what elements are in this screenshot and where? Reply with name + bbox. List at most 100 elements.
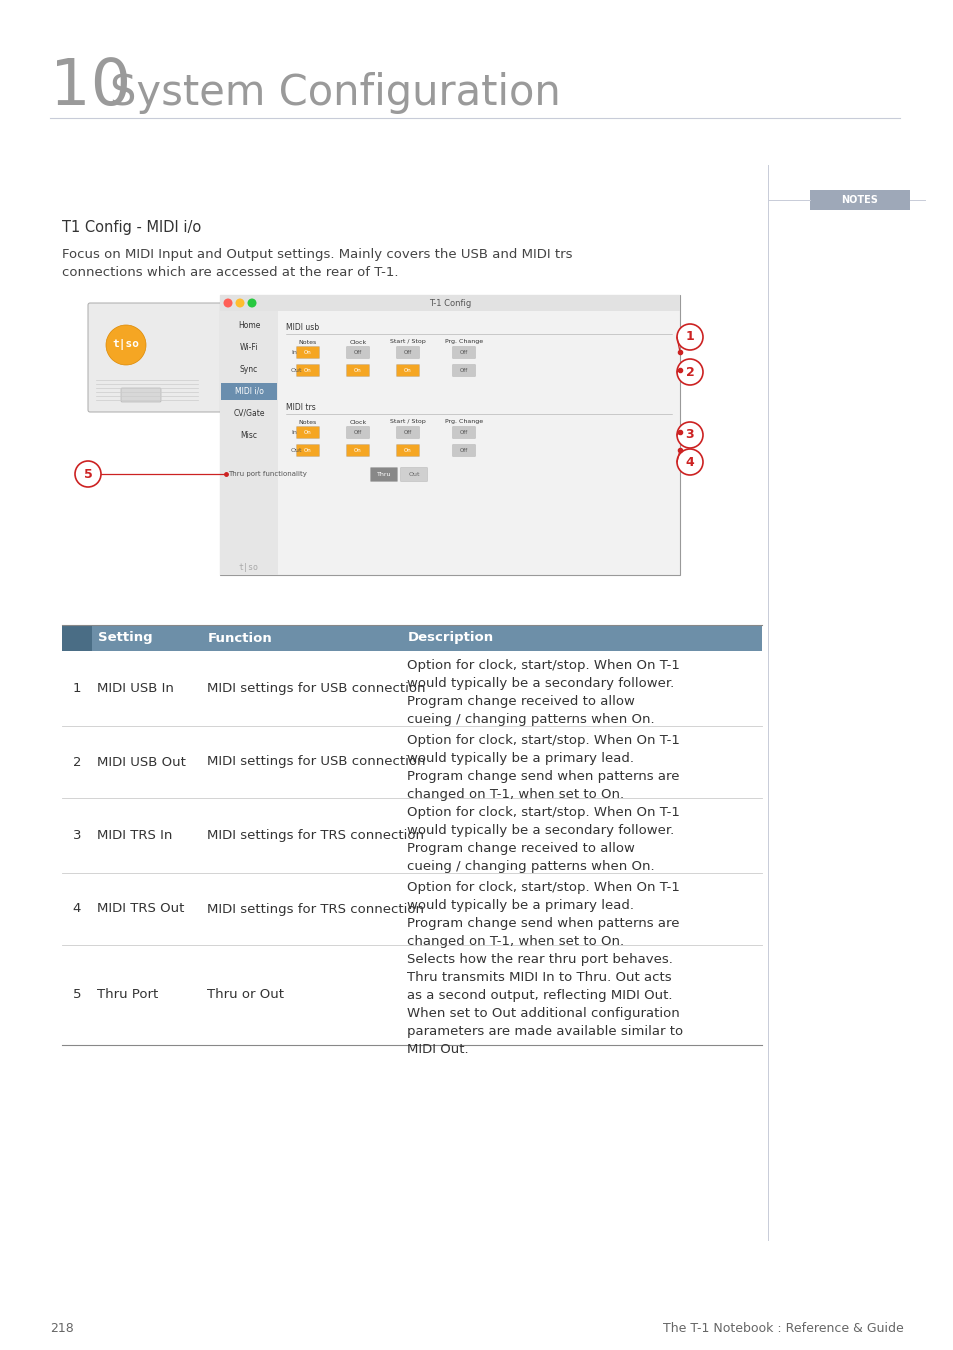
FancyBboxPatch shape [396, 364, 419, 377]
Circle shape [75, 460, 101, 487]
Text: On: On [304, 367, 312, 373]
Text: 5: 5 [84, 467, 92, 481]
FancyBboxPatch shape [62, 945, 761, 1045]
Text: 4: 4 [72, 903, 81, 915]
FancyBboxPatch shape [62, 873, 761, 945]
Text: Clock: Clock [349, 339, 366, 344]
Text: Notes: Notes [298, 420, 316, 424]
FancyBboxPatch shape [88, 302, 222, 412]
Circle shape [677, 450, 702, 475]
Circle shape [247, 298, 256, 308]
FancyBboxPatch shape [62, 651, 761, 726]
Text: Thru Port: Thru Port [97, 988, 158, 1002]
Text: Clock: Clock [349, 420, 366, 424]
FancyBboxPatch shape [370, 467, 397, 482]
FancyBboxPatch shape [452, 427, 475, 439]
Circle shape [677, 423, 702, 448]
Text: 10: 10 [50, 55, 132, 117]
Circle shape [677, 359, 702, 385]
Text: MIDI trs: MIDI trs [286, 402, 315, 412]
Text: Out: Out [291, 447, 302, 452]
Text: MIDI USB Out: MIDI USB Out [97, 756, 186, 768]
Text: Wi-Fi: Wi-Fi [239, 343, 258, 351]
Text: Off: Off [459, 350, 468, 355]
FancyBboxPatch shape [296, 427, 319, 439]
FancyBboxPatch shape [62, 798, 761, 873]
Text: Off: Off [459, 367, 468, 373]
FancyBboxPatch shape [396, 444, 419, 456]
FancyBboxPatch shape [62, 726, 761, 798]
FancyBboxPatch shape [809, 190, 909, 211]
Text: 1: 1 [685, 331, 694, 343]
FancyBboxPatch shape [221, 383, 276, 400]
Text: 218: 218 [50, 1322, 73, 1335]
FancyBboxPatch shape [62, 625, 91, 651]
Text: Prg. Change: Prg. Change [444, 420, 482, 424]
Text: Option for clock, start/stop. When On T-1
would typically be a primary lead.
Pro: Option for clock, start/stop. When On T-… [407, 882, 679, 948]
Text: Start / Stop: Start / Stop [390, 420, 425, 424]
FancyBboxPatch shape [62, 625, 761, 651]
Text: Focus on MIDI Input and Output settings. Mainly covers the USB and MIDI trs
conn: Focus on MIDI Input and Output settings.… [62, 248, 572, 279]
Text: MIDI settings for USB connection: MIDI settings for USB connection [207, 756, 425, 768]
Text: t|so: t|so [112, 339, 139, 351]
Text: Start / Stop: Start / Stop [390, 339, 425, 344]
Text: MIDI TRS In: MIDI TRS In [97, 829, 172, 842]
Text: Option for clock, start/stop. When On T-1
would typically be a primary lead.
Pro: Option for clock, start/stop. When On T-… [407, 734, 679, 801]
Text: T-1 Config: T-1 Config [429, 298, 471, 308]
FancyBboxPatch shape [346, 347, 369, 359]
Text: 4: 4 [685, 455, 694, 468]
Text: MIDI settings for TRS connection: MIDI settings for TRS connection [207, 903, 423, 915]
Text: On: On [354, 447, 361, 452]
Text: CV/Gate: CV/Gate [233, 409, 265, 417]
Text: 3: 3 [72, 829, 81, 842]
Text: Home: Home [237, 320, 260, 329]
FancyBboxPatch shape [400, 467, 427, 482]
FancyBboxPatch shape [346, 444, 369, 456]
Text: MIDI i/o: MIDI i/o [234, 386, 263, 396]
Text: On: On [304, 429, 312, 435]
Text: On: On [404, 447, 412, 452]
Text: 2: 2 [72, 756, 81, 768]
Text: t|so: t|so [237, 563, 257, 571]
Circle shape [677, 324, 702, 350]
FancyBboxPatch shape [220, 296, 679, 575]
FancyBboxPatch shape [220, 310, 277, 575]
Circle shape [223, 298, 233, 308]
FancyBboxPatch shape [452, 364, 475, 377]
Text: In: In [291, 350, 296, 355]
Text: Thru: Thru [376, 471, 391, 477]
Text: Selects how the rear thru port behaves.
Thru transmits MIDI In to Thru. Out acts: Selects how the rear thru port behaves. … [407, 953, 682, 1056]
Text: NOTES: NOTES [841, 194, 878, 205]
Text: Description: Description [408, 632, 494, 644]
Text: System Configuration: System Configuration [110, 72, 560, 113]
Text: Option for clock, start/stop. When On T-1
would typically be a secondary followe: Option for clock, start/stop. When On T-… [407, 659, 679, 726]
Text: Misc: Misc [240, 431, 257, 440]
Text: MIDI TRS Out: MIDI TRS Out [97, 903, 184, 915]
Text: MIDI USB In: MIDI USB In [97, 682, 173, 695]
FancyBboxPatch shape [296, 347, 319, 359]
Text: Off: Off [459, 447, 468, 452]
Text: Off: Off [354, 429, 362, 435]
Text: 3: 3 [685, 428, 694, 441]
FancyBboxPatch shape [396, 427, 419, 439]
FancyBboxPatch shape [452, 347, 475, 359]
FancyBboxPatch shape [296, 444, 319, 456]
FancyBboxPatch shape [346, 364, 369, 377]
Text: Off: Off [403, 350, 412, 355]
FancyBboxPatch shape [346, 427, 369, 439]
Text: On: On [404, 367, 412, 373]
Circle shape [106, 325, 146, 364]
Text: Function: Function [208, 632, 273, 644]
Text: Off: Off [403, 429, 412, 435]
Text: T1 Config - MIDI i/o: T1 Config - MIDI i/o [62, 220, 201, 235]
Text: Thru port functionality: Thru port functionality [228, 471, 307, 477]
FancyBboxPatch shape [396, 347, 419, 359]
Text: 5: 5 [72, 988, 81, 1002]
Text: Off: Off [354, 350, 362, 355]
Text: Out: Out [291, 367, 302, 373]
Text: Setting: Setting [98, 632, 152, 644]
Text: On: On [354, 367, 361, 373]
Circle shape [235, 298, 244, 308]
Text: In: In [291, 429, 296, 435]
Text: MIDI usb: MIDI usb [286, 323, 319, 332]
